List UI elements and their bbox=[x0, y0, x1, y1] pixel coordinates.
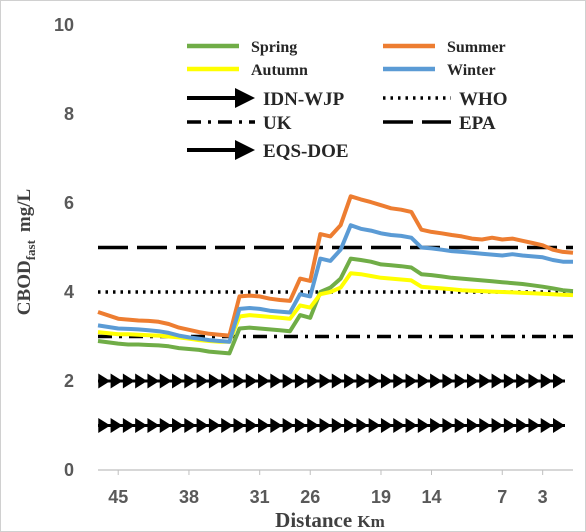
legend-label: Winter bbox=[447, 62, 496, 79]
legend-item: IDN-WJP bbox=[187, 88, 345, 110]
x-axis-title: Distance Km bbox=[275, 508, 385, 532]
series-line-summer bbox=[97, 194, 574, 338]
y-tick-label: 4 bbox=[64, 282, 74, 302]
axes-layer: 0 2 4 6 8 10 45 38 31 26 19 14 7 3 bbox=[54, 15, 573, 507]
x-tick-label: 45 bbox=[108, 487, 128, 507]
legend-label: EPA bbox=[459, 113, 496, 134]
legend-item: Winter bbox=[383, 62, 496, 79]
legend-label: EQS-DOE bbox=[263, 141, 349, 162]
x-tick-label: 19 bbox=[371, 487, 391, 507]
y-tick-label: 0 bbox=[64, 460, 74, 480]
legend-item: WHO bbox=[383, 89, 508, 110]
y-tick-label: 10 bbox=[54, 15, 74, 35]
series-layer bbox=[97, 194, 574, 356]
legend-item: Autumn bbox=[187, 62, 308, 79]
legend-label: Summer bbox=[447, 39, 506, 56]
x-tick-label: 31 bbox=[250, 487, 270, 507]
y-axis-title: CBODfastmg/L bbox=[14, 189, 38, 315]
legend-arrow-head bbox=[235, 88, 255, 108]
x-tick-label: 14 bbox=[421, 487, 441, 507]
legend: Spring Summer Autumn Winter IDN-WJP WHO UK EPA E… bbox=[187, 39, 508, 162]
legend-label: Autumn bbox=[251, 62, 308, 79]
x-tick-label: 7 bbox=[497, 487, 507, 507]
standard-line-idn-wjp bbox=[98, 373, 565, 389]
legend-item: UK bbox=[187, 113, 292, 134]
y-tick-label: 8 bbox=[64, 104, 74, 124]
series-line-winter bbox=[97, 223, 573, 344]
y-tick-label: 2 bbox=[64, 371, 74, 391]
x-tick-label: 3 bbox=[538, 487, 548, 507]
series-line-spring bbox=[97, 256, 574, 356]
standard-line-eqs-doe bbox=[98, 418, 565, 433]
y-tick-label: 6 bbox=[64, 193, 74, 213]
legend-item: Spring bbox=[187, 39, 297, 56]
standards-layer bbox=[98, 245, 573, 433]
legend-label: Spring bbox=[251, 39, 297, 56]
legend-item: Summer bbox=[383, 39, 506, 56]
legend-item: EQS-DOE bbox=[187, 140, 349, 162]
x-tick-label: 38 bbox=[179, 487, 199, 507]
x-tick-label: 26 bbox=[300, 487, 320, 507]
legend-arrow-head bbox=[235, 140, 255, 160]
legend-label: UK bbox=[263, 113, 292, 134]
legend-item: EPA bbox=[383, 113, 496, 134]
legend-label: WHO bbox=[459, 89, 508, 110]
legend-label: IDN-WJP bbox=[263, 89, 345, 110]
